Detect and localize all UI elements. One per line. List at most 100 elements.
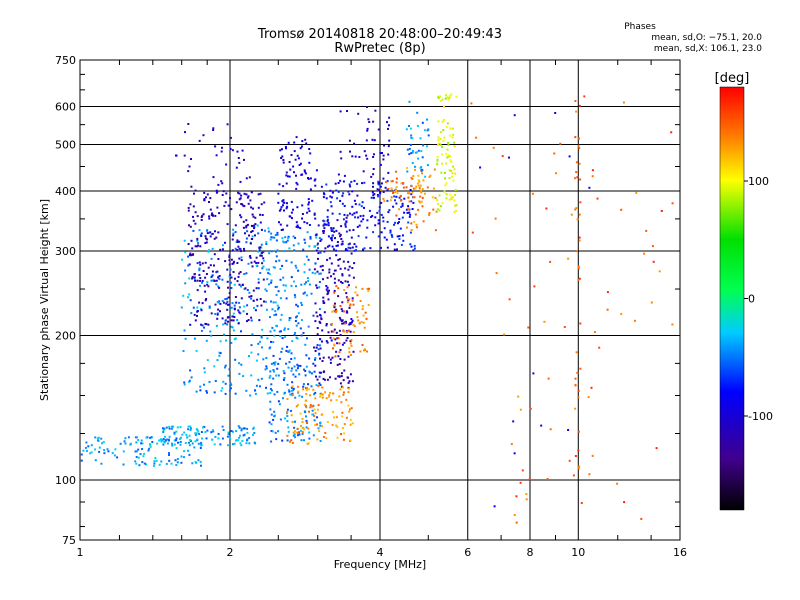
- data-point: [335, 416, 338, 419]
- data-point: [297, 390, 300, 393]
- data-point: [243, 273, 246, 275]
- data-point: [344, 267, 347, 270]
- data-point: [295, 316, 297, 319]
- data-point: [227, 296, 230, 299]
- data-point: [340, 157, 343, 160]
- data-point: [443, 105, 445, 108]
- data-point: [345, 398, 348, 401]
- data-point: [226, 300, 229, 303]
- data-point: [347, 246, 350, 249]
- data-point: [285, 182, 288, 185]
- data-point: [229, 387, 232, 390]
- data-point: [311, 271, 314, 274]
- data-point: [335, 309, 338, 312]
- data-point: [189, 323, 192, 326]
- data-point: [300, 439, 303, 442]
- data-point: [148, 447, 151, 450]
- data-point: [389, 199, 392, 202]
- data-point: [231, 149, 234, 152]
- data-point: [351, 213, 354, 216]
- data-point: [336, 241, 339, 243]
- data-point: [333, 277, 336, 280]
- data-point: [290, 200, 293, 203]
- y-tick-label: 400: [55, 185, 76, 198]
- data-point: [251, 333, 254, 336]
- data-point: [574, 177, 577, 180]
- data-point: [302, 383, 305, 386]
- data-point: [204, 431, 207, 433]
- data-point: [257, 261, 260, 264]
- data-point: [314, 320, 317, 323]
- data-point: [269, 387, 272, 390]
- data-point: [408, 215, 411, 218]
- data-point: [246, 320, 248, 323]
- data-point: [343, 289, 346, 291]
- data-point: [260, 304, 263, 307]
- data-point: [349, 342, 352, 345]
- data-point: [318, 354, 321, 356]
- data-point: [230, 384, 233, 387]
- data-point: [339, 267, 342, 270]
- data-point: [302, 248, 305, 251]
- data-point: [655, 447, 658, 450]
- data-points: [80, 93, 674, 524]
- data-point: [143, 452, 146, 455]
- data-point: [417, 157, 420, 160]
- data-point: [412, 249, 415, 252]
- data-point: [236, 319, 239, 321]
- data-point: [226, 280, 229, 283]
- data-point: [417, 208, 420, 211]
- data-point: [98, 450, 101, 453]
- data-point: [196, 310, 199, 313]
- data-point: [348, 242, 351, 245]
- data-point: [319, 321, 322, 324]
- data-point: [301, 140, 304, 143]
- data-point: [331, 228, 334, 231]
- data-point: [162, 431, 165, 433]
- data-point: [335, 350, 338, 353]
- data-point: [237, 439, 240, 442]
- data-point: [309, 406, 312, 409]
- data-point: [260, 334, 263, 337]
- data-point: [188, 453, 191, 456]
- data-point: [399, 227, 402, 230]
- data-point: [209, 330, 212, 333]
- data-point: [141, 448, 143, 450]
- data-point: [204, 235, 207, 238]
- data-point: [205, 273, 208, 275]
- data-point: [366, 106, 368, 108]
- data-point: [450, 198, 453, 201]
- data-point: [149, 436, 152, 439]
- data-point: [238, 436, 241, 439]
- data-point: [340, 401, 343, 404]
- data-point: [406, 148, 409, 151]
- data-point: [224, 241, 226, 244]
- data-point: [339, 318, 342, 321]
- data-point: [252, 289, 255, 292]
- data-point: [238, 426, 241, 429]
- data-point: [350, 318, 353, 320]
- data-point: [270, 236, 273, 239]
- data-point: [295, 187, 298, 190]
- data-point: [231, 249, 234, 252]
- data-point: [351, 319, 354, 322]
- data-point: [521, 469, 524, 472]
- data-point: [321, 425, 324, 428]
- data-point: [320, 238, 323, 241]
- data-point: [328, 257, 331, 260]
- data-point: [343, 432, 346, 435]
- data-point: [285, 171, 288, 174]
- data-point: [322, 296, 325, 299]
- data-point: [305, 421, 308, 424]
- data-point: [335, 189, 338, 192]
- data-point: [187, 255, 190, 258]
- data-point: [577, 389, 580, 392]
- data-point: [212, 176, 215, 179]
- data-point: [337, 244, 339, 247]
- data-point: [385, 181, 388, 183]
- data-point: [218, 275, 221, 277]
- data-point: [311, 405, 314, 408]
- data-point: [606, 308, 609, 311]
- data-point: [273, 329, 276, 332]
- data-point: [316, 270, 319, 273]
